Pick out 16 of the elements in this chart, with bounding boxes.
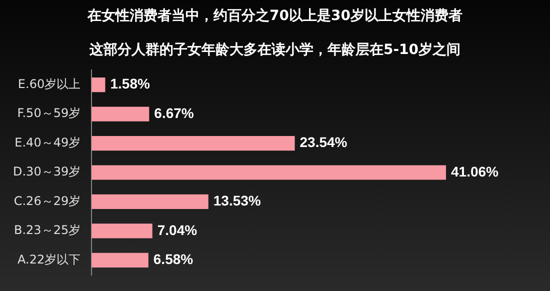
- y-tick-label: E.60岁以上: [18, 76, 81, 91]
- data-label: 13.53%: [213, 192, 262, 209]
- data-label: 6.58%: [153, 251, 194, 268]
- y-tick-label: B.23～25岁: [14, 223, 81, 238]
- chart-title: 在女性消费者当中，约百分之70以上是30岁以上女性消费者: [86, 7, 464, 26]
- y-tick-label: F.50～59岁: [17, 106, 81, 120]
- data-label: 1.58%: [110, 76, 150, 92]
- y-tick-label: A.22岁以下: [18, 252, 81, 266]
- y-tick-label: E.40～49岁: [14, 135, 81, 150]
- data-label: 23.54%: [300, 134, 348, 150]
- data-label: 6.67%: [154, 104, 194, 121]
- data-label: 41.06%: [450, 163, 500, 180]
- y-tick-label: C.26～29岁: [14, 194, 81, 208]
- chart-subtitle: 这部分人群的子女年龄大多在读小学，年龄层在5-10岁之间: [88, 40, 462, 60]
- y-tick-label: D.30～39岁: [13, 164, 81, 179]
- data-label: 7.04%: [157, 222, 198, 238]
